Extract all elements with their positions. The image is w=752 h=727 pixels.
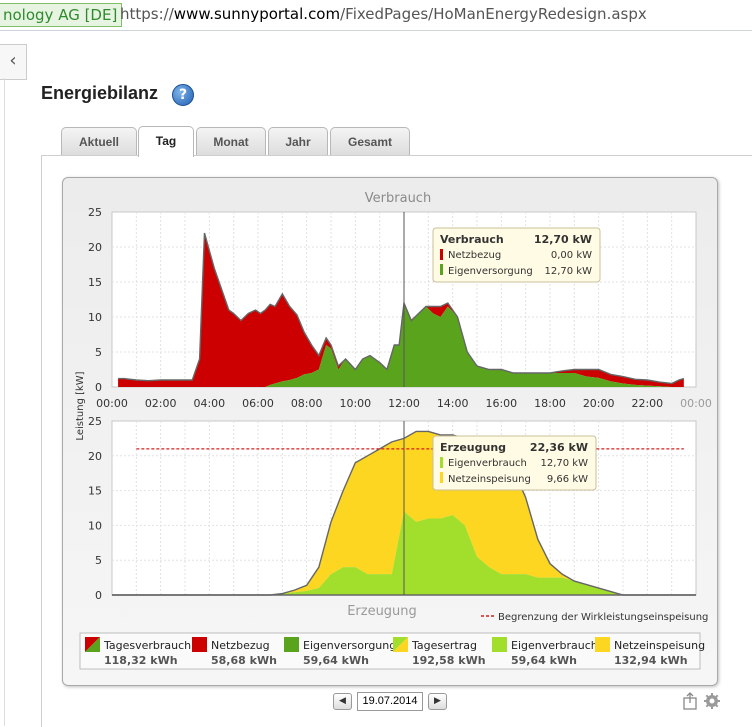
y-tick-label: 5 — [95, 554, 102, 567]
tooltip-eigenverbrauch-value: 12,70 kW — [541, 458, 589, 469]
legend-item-eigenverbrauch[interactable]: Eigenverbrauch 59,64 kWh — [492, 637, 598, 667]
tooltip-erzeugung-title: Erzeugung — [440, 441, 506, 454]
chart-title-verbrauch: Verbrauch — [365, 191, 431, 206]
legend-value: 58,68 kWh — [211, 654, 277, 667]
legend-label: Netzeinspeisung — [614, 639, 705, 652]
y-tick-label: 25 — [88, 415, 102, 428]
url-host: www.sunnyportal.com — [173, 5, 341, 23]
date-input[interactable]: 19.07.2014 — [357, 692, 423, 711]
y-tick-label: 25 — [88, 206, 102, 219]
url-scheme: https:// — [120, 5, 174, 23]
legend-label: Eigenversorgung — [303, 639, 396, 652]
x-tick-label: 18:00 — [534, 397, 566, 410]
tooltip-netzbezug-label: Netzbezug — [448, 250, 501, 261]
verbrauch-plot[interactable]: 0 5 10 15 20 25 00:00 02:00 04:00 06:00 08:00 10:00… — [88, 206, 712, 410]
y-tick-label: 10 — [88, 311, 102, 324]
legend-item-netzeinspeisung[interactable]: Netzeinspeisung 132,94 kWh — [595, 637, 705, 667]
legend-item-tagesertrag[interactable]: Tagesertrag 192,58 kWh — [393, 637, 486, 667]
x-tick-label: 20:00 — [583, 397, 615, 410]
area-netzbezug[interactable] — [118, 233, 684, 387]
legend-label: Netzbezug — [211, 639, 270, 652]
y-tick-label: 15 — [88, 485, 102, 498]
x-tick-label: 06:00 — [242, 397, 274, 410]
tooltip-netzeinspeisung-value: 9,66 kW — [547, 474, 588, 485]
legend-item-netzbezug[interactable]: Netzbezug 58,68 kWh — [192, 637, 277, 667]
x-tick-label: 22:00 — [631, 397, 663, 410]
sidebar-collapse-button[interactable]: ‹ — [0, 44, 27, 80]
address-bar[interactable]: nology AG [DE] https://www.sunnyportal.c… — [0, 0, 752, 31]
url-text[interactable]: https://www.sunnyportal.com/FixedPages/H… — [120, 3, 647, 25]
tab-aktuell[interactable]: Aktuell — [61, 127, 137, 156]
legend-value: 59,64 kWh — [303, 654, 369, 667]
tooltip-eigenverbrauch-swatch — [440, 457, 443, 468]
x-tick-label: 14:00 — [437, 397, 469, 410]
legend-value: 118,32 kWh — [104, 654, 178, 667]
legend-value: 59,64 kWh — [511, 654, 577, 667]
total-line — [118, 232, 685, 385]
x-tick-label: 10:00 — [339, 397, 371, 410]
next-day-button[interactable]: ▶ — [428, 693, 447, 710]
x-tick-label: 04:00 — [193, 397, 225, 410]
y-tick-label: 0 — [95, 381, 102, 394]
tooltip-netzbezug-value: 0,00 kW — [551, 250, 592, 261]
tooltip-eigenversorgung-label: Eigenversorgung — [448, 266, 533, 277]
tooltip-netzeinspeisung-label: Netzeinspeisung — [448, 474, 531, 485]
y-tick-label: 10 — [88, 519, 102, 532]
legend-label: Tagesverbrauch — [103, 639, 191, 652]
x-tick-label: 16:00 — [485, 397, 517, 410]
certificate-badge[interactable]: nology AG [DE] — [0, 3, 123, 27]
sidebar-divider — [4, 78, 5, 726]
legend-item-eigenversorgung[interactable]: Eigenversorgung 59,64 kWh — [284, 637, 396, 667]
x-tick-label: 08:00 — [291, 397, 323, 410]
x-tick-label: 12:00 — [388, 397, 420, 410]
y-tick-label: 5 — [95, 346, 102, 359]
tooltip-netzbezug-swatch — [440, 249, 443, 260]
y-tick-label: 20 — [88, 450, 102, 463]
tooltip-verbrauch-title: Verbrauch — [440, 233, 504, 246]
x-tick-label: 00:00 — [96, 397, 128, 410]
chart-svg: Verbrauch Erzeugung Leistung [kW] 0 5 10 15… — [75, 191, 712, 670]
tooltip-verbrauch-value: 12,70 kW — [534, 233, 592, 246]
y-tick-label: 20 — [88, 241, 102, 254]
tooltip-erzeugung: Erzeugung 22,36 kW Eigenverbrauch 12,70 … — [432, 435, 597, 491]
chart-tools — [683, 691, 723, 711]
chart-title-erzeugung: Erzeugung — [347, 604, 417, 619]
tooltip-eigenverbrauch-label: Eigenverbrauch — [448, 458, 527, 469]
export-icon[interactable] — [683, 692, 697, 710]
tooltip-verbrauch: Verbrauch 12,70 kW Netzbezug 0,00 kW Eig… — [432, 227, 601, 283]
y-tick-label: 0 — [95, 589, 102, 602]
gear-icon[interactable] — [704, 693, 720, 709]
chevron-left-icon: ‹ — [9, 50, 17, 71]
tab-jahr[interactable]: Jahr — [268, 127, 328, 156]
tooltip-netzeinspeisung-swatch — [440, 472, 443, 483]
x-tick-label: 00:00 — [680, 397, 712, 410]
erzeugung-plot[interactable]: 0 5 10 15 20 25 — [88, 415, 697, 602]
tab-gesamt[interactable]: Gesamt — [330, 127, 410, 156]
tooltip-eigenversorgung-swatch — [440, 264, 443, 275]
energy-balance-chart: Verbrauch Erzeugung Leistung [kW] 0 5 10 15… — [62, 177, 718, 686]
limit-legend-label: Begrenzung der Wirkleistungseinspeisung — [498, 612, 708, 623]
tab-tag[interactable]: Tag — [138, 126, 194, 157]
x-tick-label: 02:00 — [145, 397, 177, 410]
y-tick-label: 15 — [88, 276, 102, 289]
legend-label: Tagesertrag — [411, 639, 477, 652]
legend-label: Eigenverbrauch — [511, 639, 598, 652]
url-path: /FixedPages/HoManEnergyRedesign.aspx — [340, 5, 647, 23]
legend: Tagesverbrauch 118,32 kWh Netzbezug 58,6… — [79, 632, 705, 670]
legend-item-tagesverbrauch[interactable]: Tagesverbrauch 118,32 kWh — [85, 637, 191, 667]
tooltip-eigenversorgung-value: 12,70 kW — [545, 266, 593, 277]
tab-monat[interactable]: Monat — [196, 127, 266, 156]
previous-day-button[interactable]: ◀ — [333, 693, 352, 710]
area-eigenversorgung[interactable] — [118, 303, 684, 387]
y-axis-label: Leistung [kW] — [75, 371, 86, 440]
help-icon[interactable]: ? — [172, 84, 194, 106]
legend-value: 132,94 kWh — [614, 654, 688, 667]
tooltip-erzeugung-value: 22,36 kW — [530, 441, 588, 454]
page-title: Energiebilanz — [41, 83, 159, 103]
legend-value: 192,58 kWh — [412, 654, 486, 667]
